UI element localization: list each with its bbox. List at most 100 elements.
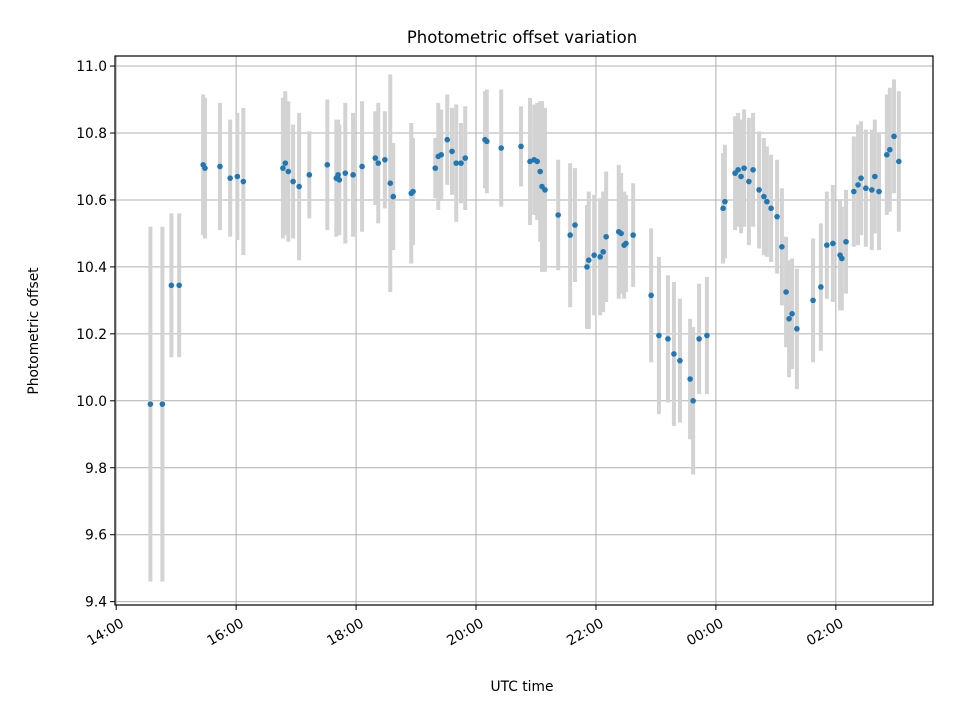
data-point	[768, 205, 774, 212]
data-point	[176, 282, 182, 289]
data-point	[738, 173, 744, 180]
data-point	[518, 143, 524, 150]
data-point	[750, 167, 756, 173]
data-point	[623, 240, 629, 247]
data-point	[306, 172, 313, 178]
data-points	[147, 133, 902, 407]
data-point	[603, 233, 609, 240]
data-point	[432, 165, 439, 171]
chart-title: Photometric offset variation	[407, 28, 637, 47]
data-point	[282, 160, 289, 166]
data-point	[704, 332, 710, 339]
y-axis-label: Photometric offset	[26, 267, 42, 395]
data-point	[794, 326, 800, 332]
y-tick-label: 10.8	[76, 126, 107, 142]
data-point	[789, 310, 795, 317]
data-point	[484, 138, 490, 145]
data-point	[722, 198, 728, 205]
grid-lines	[115, 56, 933, 605]
data-point	[630, 232, 636, 238]
data-point	[887, 146, 893, 153]
x-tick-label: 02:00	[804, 616, 846, 650]
data-point	[855, 182, 861, 188]
data-point	[387, 180, 394, 187]
data-point	[584, 264, 590, 270]
data-point	[869, 187, 875, 193]
x-tick-label: 22:00	[564, 616, 606, 650]
data-point	[567, 232, 573, 238]
x-tick-label: 16:00	[204, 616, 246, 650]
data-point	[786, 315, 792, 322]
data-point	[876, 188, 882, 195]
data-point	[390, 193, 397, 200]
data-point	[884, 151, 890, 158]
data-point	[296, 183, 302, 190]
data-point	[863, 185, 869, 192]
y-tick-label: 9.8	[85, 461, 107, 477]
x-axis-label: UTC time	[491, 679, 554, 695]
data-point	[774, 213, 780, 220]
x-tick-label: 20:00	[444, 616, 486, 650]
data-point	[810, 297, 816, 304]
x-tick-label: 00:00	[684, 616, 726, 650]
y-tick-label: 11.0	[76, 59, 107, 75]
data-point	[690, 397, 696, 404]
data-point	[597, 254, 603, 260]
data-point	[382, 156, 388, 163]
data-point	[537, 168, 543, 175]
data-point	[458, 160, 464, 166]
data-point	[756, 187, 762, 193]
y-tick-label: 10.0	[76, 394, 107, 410]
data-point	[147, 401, 154, 407]
data-point	[671, 351, 677, 357]
data-point	[336, 177, 343, 183]
data-point	[851, 188, 857, 195]
data-point	[410, 188, 416, 195]
data-point	[843, 238, 849, 245]
data-point	[783, 289, 789, 295]
data-point	[542, 187, 548, 193]
data-point	[585, 257, 592, 264]
data-point	[342, 170, 349, 176]
data-point	[217, 163, 223, 170]
data-point	[498, 145, 505, 151]
data-point	[290, 178, 296, 185]
y-tick-label: 9.6	[85, 528, 107, 544]
data-point	[527, 158, 533, 165]
data-point	[359, 163, 365, 170]
data-point	[779, 244, 785, 250]
data-point	[656, 332, 662, 339]
y-tick-label: 10.6	[76, 193, 107, 209]
data-point	[665, 336, 671, 342]
data-point	[202, 165, 208, 171]
data-point	[839, 255, 845, 262]
data-point	[761, 193, 767, 200]
data-point	[449, 148, 455, 155]
error-bars	[148, 74, 901, 582]
plot-frame	[114, 55, 934, 606]
data-point	[591, 252, 597, 258]
data-point	[462, 155, 469, 161]
data-point	[858, 175, 864, 181]
data-point	[375, 160, 382, 166]
data-point	[227, 175, 233, 181]
y-tick-label: 10.2	[76, 327, 107, 343]
data-point	[818, 284, 824, 290]
data-point	[618, 230, 624, 237]
y-tick-label: 9.4	[85, 595, 107, 611]
data-point	[735, 167, 741, 173]
data-point	[168, 282, 175, 289]
data-point	[677, 357, 683, 364]
data-point	[324, 161, 331, 168]
data-point	[534, 158, 540, 165]
data-point	[555, 212, 561, 218]
data-point	[438, 151, 445, 158]
x-tick-label: 14:00	[84, 616, 126, 650]
data-point	[830, 240, 836, 247]
data-point	[285, 168, 292, 175]
data-point	[600, 249, 606, 255]
x-tick-label: 18:00	[324, 616, 366, 650]
data-point	[444, 136, 451, 143]
data-point	[872, 173, 878, 180]
